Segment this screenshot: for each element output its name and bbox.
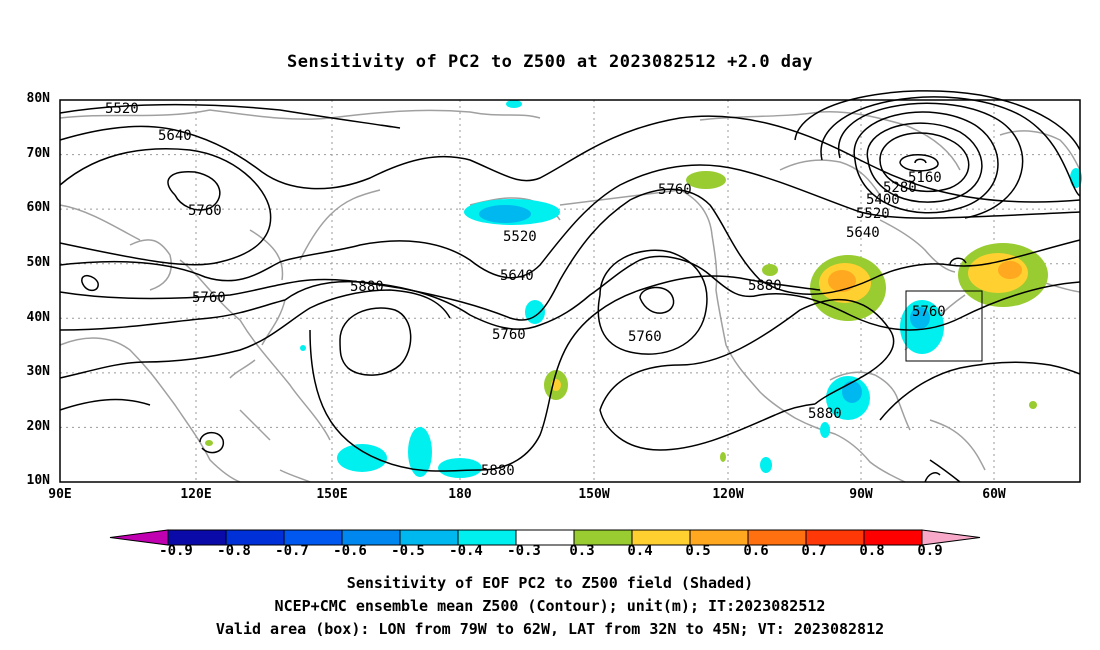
caption-line-3: Valid area (box): LON from 79W to 62W, L… (215, 620, 885, 638)
negative-patch (760, 457, 772, 473)
contour-label: 5640 (846, 225, 880, 241)
lat-label: 70N (26, 146, 50, 161)
lon-label: 60W (982, 487, 1006, 502)
lon-label: 150W (578, 487, 610, 502)
negative-patch (438, 458, 482, 478)
contour-label: 5880 (481, 463, 515, 479)
colorbar-label: -0.3 (507, 543, 541, 559)
negative-patch (479, 205, 531, 223)
negative-patch (525, 300, 545, 324)
lat-label: 10N (26, 473, 50, 488)
grid-lines (60, 100, 1080, 482)
positive-patch (828, 270, 856, 292)
positive-patch (686, 171, 726, 189)
negative-patch (337, 444, 387, 472)
contour-label: 5520 (856, 206, 890, 222)
colorbar-label: 0.7 (801, 543, 827, 559)
lat-label: 30N (26, 364, 50, 379)
positive-patch (762, 264, 778, 276)
colorbar-label: 0.9 (917, 543, 943, 559)
contour-label: 5640 (500, 268, 534, 284)
contour-label: 5880 (808, 406, 842, 422)
lat-label: 60N (26, 200, 50, 215)
contour-label: 5280 (883, 180, 917, 196)
colorbar-label: -0.9 (159, 543, 193, 559)
map-frame (59, 99, 1081, 483)
caption-line-1: Sensitivity of EOF PC2 to Z500 field (Sh… (346, 574, 754, 592)
negative-patch (300, 345, 306, 351)
lon-label: 120E (180, 487, 212, 502)
colorbar-label: -0.6 (333, 543, 367, 559)
colorbar-label: 0.6 (743, 543, 769, 559)
contour-label: 5880 (350, 279, 384, 295)
contour-label: 5760 (492, 327, 526, 343)
colorbar-high-end (921, 529, 981, 546)
contour-label: 5400 (866, 192, 900, 208)
lat-label: 20N (26, 419, 50, 434)
contour-label: 5760 (192, 290, 226, 306)
contour-labels: 5520 5640 5760 5760 5880 5520 5640 5760 … (105, 101, 946, 479)
positive-patch (205, 440, 213, 446)
positive-patch (720, 452, 726, 462)
lat-label: 80N (26, 91, 50, 106)
negative-patch (842, 381, 862, 403)
lon-label: 120W (712, 487, 744, 502)
colorbar (109, 529, 981, 546)
figure-title: Sensitivity of PC2 to Z500 at 2023082512… (286, 52, 813, 72)
lon-label: 180 (448, 487, 472, 502)
caption-line-2: NCEP+CMC ensemble mean Z500 (Contour); u… (274, 597, 826, 615)
contour-label: 5640 (158, 128, 192, 144)
colorbar-label: -0.7 (275, 543, 309, 559)
lon-label: 150E (316, 487, 348, 502)
positive-patch (1029, 401, 1037, 409)
contour-label: 5520 (105, 101, 139, 117)
colorbar-label: -0.5 (391, 543, 425, 559)
z500-contours (59, 90, 1081, 483)
colorbar-label: 0.4 (627, 543, 653, 559)
contour-label: 5760 (658, 182, 692, 198)
negative-patch (820, 422, 830, 438)
negative-patch (506, 100, 522, 108)
lon-label: 90W (849, 487, 873, 502)
contour-label: 5760 (912, 304, 946, 320)
contour-label: 5760 (188, 203, 222, 219)
lon-label: 90E (48, 487, 72, 502)
lat-label: 50N (26, 255, 50, 270)
negative-patch (408, 427, 432, 477)
valid-area-box (905, 290, 983, 362)
lat-label: 40N (26, 310, 50, 325)
contour-label: 5760 (628, 329, 662, 345)
contour-label: 5520 (503, 229, 537, 245)
colorbar-label: 0.5 (685, 543, 711, 559)
colorbar-label: -0.4 (449, 543, 483, 559)
contour-label: 5880 (748, 278, 782, 294)
negative-patch (910, 307, 930, 329)
colorbar-label: -0.8 (217, 543, 251, 559)
colorbar-label: 0.8 (859, 543, 885, 559)
positive-patch (998, 261, 1022, 279)
colorbar-label: 0.3 (569, 543, 595, 559)
contour-label: 5160 (908, 170, 942, 186)
